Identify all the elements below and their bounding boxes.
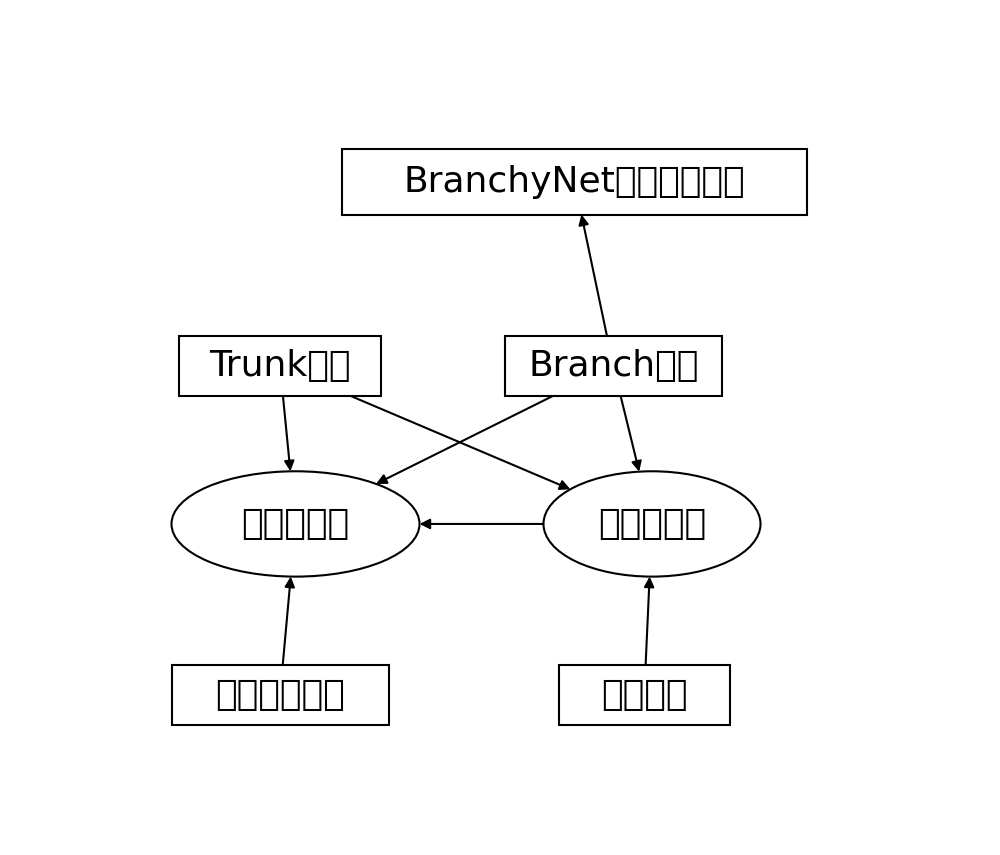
FancyBboxPatch shape <box>505 336 722 396</box>
Text: Branch部分: Branch部分 <box>528 349 698 383</box>
Ellipse shape <box>544 471 761 576</box>
FancyBboxPatch shape <box>179 336 381 396</box>
Text: Trunk部分: Trunk部分 <box>209 349 351 383</box>
FancyBboxPatch shape <box>559 665 730 725</box>
Text: 物联网终端: 物联网终端 <box>598 507 706 541</box>
Text: 联合训练: 联合训练 <box>601 678 688 712</box>
Ellipse shape <box>172 471 420 576</box>
Text: 云端离线训练: 云端离线训练 <box>215 678 345 712</box>
Text: BranchyNet神经网络模型: BranchyNet神经网络模型 <box>404 165 745 198</box>
FancyBboxPatch shape <box>172 665 388 725</box>
Text: 云端服务器: 云端服务器 <box>241 507 350 541</box>
FancyBboxPatch shape <box>342 149 807 215</box>
